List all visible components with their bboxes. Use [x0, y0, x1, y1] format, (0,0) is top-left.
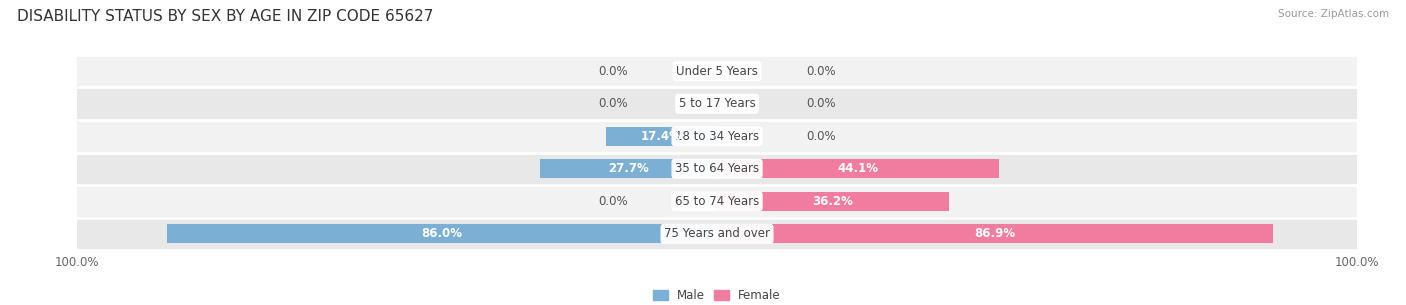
Text: 27.7%: 27.7%: [607, 162, 648, 175]
Bar: [77, 88, 1357, 120]
Text: DISABILITY STATUS BY SEX BY AGE IN ZIP CODE 65627: DISABILITY STATUS BY SEX BY AGE IN ZIP C…: [17, 9, 433, 24]
Text: 0.0%: 0.0%: [598, 195, 627, 208]
Text: 0.0%: 0.0%: [807, 97, 837, 110]
Text: 36.2%: 36.2%: [813, 195, 853, 208]
Bar: [77, 55, 1357, 88]
Text: 0.0%: 0.0%: [807, 65, 837, 78]
Text: 86.9%: 86.9%: [974, 227, 1015, 240]
Bar: [77, 217, 1357, 250]
Text: 75 Years and over: 75 Years and over: [664, 227, 770, 240]
Bar: [540, 159, 717, 178]
Legend: Male, Female: Male, Female: [648, 284, 786, 305]
Bar: [77, 152, 1357, 185]
Text: 35 to 64 Years: 35 to 64 Years: [675, 162, 759, 175]
Bar: [717, 224, 1272, 243]
Text: Under 5 Years: Under 5 Years: [676, 65, 758, 78]
Bar: [606, 127, 717, 146]
Bar: [77, 185, 1357, 217]
Text: 0.0%: 0.0%: [807, 130, 837, 143]
Text: 0.0%: 0.0%: [598, 97, 627, 110]
Text: 18 to 34 Years: 18 to 34 Years: [675, 130, 759, 143]
Bar: [717, 159, 1000, 178]
Bar: [77, 120, 1357, 152]
Text: Source: ZipAtlas.com: Source: ZipAtlas.com: [1278, 9, 1389, 19]
Bar: [717, 192, 949, 211]
Bar: [167, 224, 717, 243]
Text: 65 to 74 Years: 65 to 74 Years: [675, 195, 759, 208]
Text: 5 to 17 Years: 5 to 17 Years: [679, 97, 755, 110]
Text: 17.4%: 17.4%: [641, 130, 682, 143]
Text: 44.1%: 44.1%: [838, 162, 879, 175]
Text: 0.0%: 0.0%: [598, 65, 627, 78]
Text: 86.0%: 86.0%: [422, 227, 463, 240]
